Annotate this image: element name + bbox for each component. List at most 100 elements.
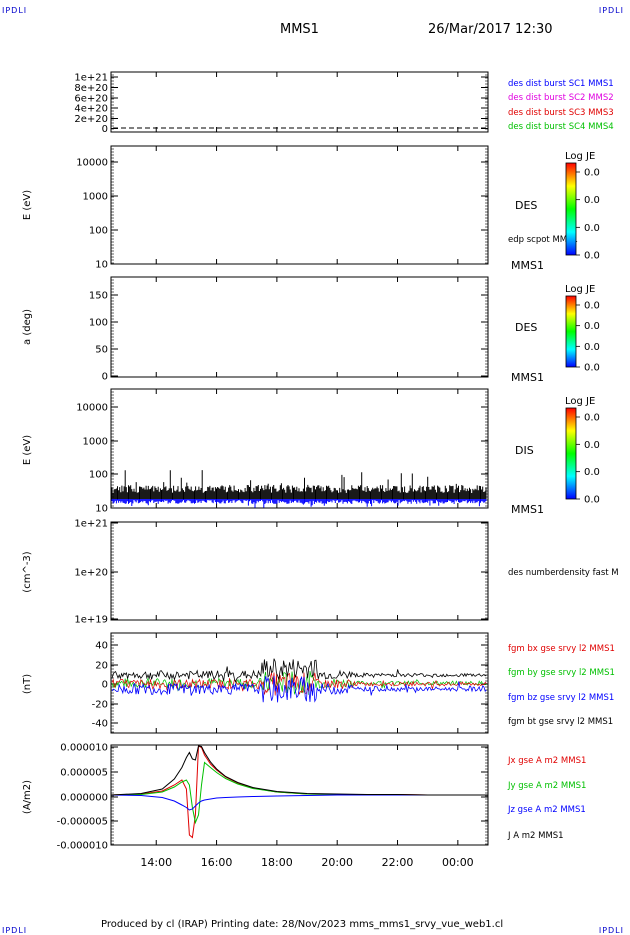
panel-frame-dist-burst: [110, 71, 489, 133]
instrument-label: DIS: [515, 444, 534, 457]
colorbar-tick-label: 0.0: [584, 495, 600, 506]
y-tick-label: 4e+20: [74, 104, 108, 115]
y-tick-label: 0: [102, 680, 108, 691]
y-tick-label: 2e+20: [74, 114, 108, 125]
dis-scpot-black: [111, 470, 487, 499]
legend-entry: Jx gse A m2 MMS1: [507, 756, 586, 766]
colorbar-title: Log JE: [565, 396, 595, 407]
fgm-bt-trace: [111, 658, 487, 684]
y-axis-label: E (eV): [22, 435, 33, 465]
corner-mark-top-right: IPDLI: [598, 6, 624, 15]
y-tick-label: 1e+20: [74, 568, 108, 579]
x-tick-label: 20:00: [321, 856, 353, 869]
y-tick-label: 100: [89, 470, 108, 481]
fgm-bz-trace: [111, 675, 487, 703]
spacecraft-label: MMS1: [511, 503, 544, 516]
colorbar-tick-label: 0.0: [584, 467, 600, 478]
y-tick-label: 8e+20: [74, 83, 108, 94]
footer-credits: Produced by cl (IRAP) Printing date: 28/…: [101, 919, 504, 930]
y-axis-label: (A/m2): [22, 780, 33, 814]
current-series-green: [110, 761, 488, 825]
dis-scpot-blue: [111, 499, 487, 508]
y-tick-label: 1000: [83, 437, 108, 448]
y-tick-label: 100: [89, 318, 108, 329]
y-tick-label: 10000: [76, 403, 108, 414]
legend-entry: des dist burst SC3 MMS3: [508, 108, 614, 118]
legend-entry: J A m2 MMS1: [507, 831, 564, 841]
colorbar-tick-label: 0.0: [584, 321, 600, 332]
colorbar: [565, 295, 577, 368]
colorbar-tick-label: 0.0: [584, 168, 600, 179]
legend-entry: des dist burst SC2 MMS2: [508, 93, 614, 103]
current-series-red: [110, 745, 488, 839]
corner-mark-bottom-left: IPDLI: [2, 926, 28, 935]
panel-frame-fgm: [110, 632, 489, 734]
corner-mark-top-left: IPDLI: [2, 6, 28, 15]
legend-entry: fgm bz gse srvy l2 MMS1: [508, 693, 614, 703]
y-tick-label: 100: [89, 226, 108, 237]
legend-entry: fgm bt gse srvy l2 MMS1: [508, 717, 613, 727]
legend-entry: des dist burst SC4 MMS4: [508, 122, 614, 132]
y-tick-label: -0.000005: [57, 817, 108, 828]
y-tick-label: 6e+20: [74, 94, 108, 105]
x-tick-label: 16:00: [201, 856, 233, 869]
y-tick-label: 0: [102, 124, 108, 135]
y-tick-label: 1e+21: [74, 73, 108, 84]
y-tick-label: 10: [95, 504, 108, 515]
panel-frame-dis-energy: [110, 388, 489, 509]
y-tick-label: 0.000010: [60, 743, 108, 754]
legend-entry: fgm bx gse srvy l2 MMS1: [508, 644, 615, 654]
colorbar-title: Log JE: [565, 284, 595, 295]
legend-entry: fgm by gse srvy l2 MMS1: [508, 668, 615, 678]
y-tick-label: -0.000010: [57, 841, 108, 852]
colorbar: [565, 407, 577, 500]
y-tick-label: 20: [95, 661, 108, 672]
legend-entry: Jz gse A m2 MMS1: [507, 805, 586, 815]
colorbar-tick-label: 0.0: [584, 251, 600, 262]
y-tick-label: 0: [102, 372, 108, 383]
y-axis-label: E (eV): [22, 190, 33, 220]
colorbar-tick-label: 0.0: [584, 413, 600, 424]
colorbar-tick-label: 0.0: [584, 223, 600, 234]
colorbar-tick-label: 0.0: [584, 440, 600, 451]
y-tick-label: 1e+21: [74, 519, 108, 530]
y-tick-label: 10000: [76, 158, 108, 169]
spacecraft-label: MMS1: [511, 371, 544, 384]
x-tick-label: 14:00: [140, 856, 172, 869]
x-tick-label: 00:00: [442, 856, 474, 869]
y-axis-label: (nT): [22, 674, 33, 694]
y-axis-label: a (deg): [22, 309, 33, 345]
colorbar-tick-label: 0.0: [584, 195, 600, 206]
colorbar-tick-label: 0.0: [584, 363, 600, 374]
legend-entry: des dist burst SC1 MMS1: [508, 79, 614, 89]
y-tick-label: 1e+19: [74, 615, 108, 626]
y-tick-label: 0.000000: [60, 793, 108, 804]
legend-entry: des numberdensity fast M: [508, 568, 619, 578]
y-axis-label: (cm^-3): [22, 551, 33, 592]
corner-mark-bottom-right: IPDLI: [598, 926, 624, 935]
instrument-label: DES: [515, 321, 537, 334]
colorbar-title: Log JE: [565, 151, 595, 162]
y-tick-label: -20: [92, 700, 108, 711]
x-tick-label: 22:00: [382, 856, 414, 869]
instrument-label: DES: [515, 199, 537, 212]
panel-frame-des-energy: [110, 145, 489, 265]
datetime-title: 26/Mar/2017 12:30: [428, 22, 553, 37]
current-series-blue: [110, 794, 488, 811]
colorbar: [565, 162, 577, 256]
y-tick-label: 40: [95, 641, 108, 652]
overlay-label: edp scpot MMS1: [508, 235, 578, 245]
colorbar-tick-label: 0.0: [584, 301, 600, 312]
panel-frame-des-pitch: [110, 276, 489, 378]
y-tick-label: 1000: [83, 192, 108, 203]
y-tick-label: 10: [95, 260, 108, 271]
spacecraft-label: MMS1: [511, 259, 544, 272]
y-tick-label: 150: [89, 291, 108, 302]
current-series-black: [110, 745, 488, 796]
spacecraft-title: MMS1: [280, 22, 319, 37]
y-tick-label: -40: [92, 719, 108, 730]
legend-entry: Jy gse A m2 MMS1: [507, 781, 586, 791]
colorbar-tick-label: 0.0: [584, 342, 600, 353]
panel-frame-density: [110, 521, 489, 621]
